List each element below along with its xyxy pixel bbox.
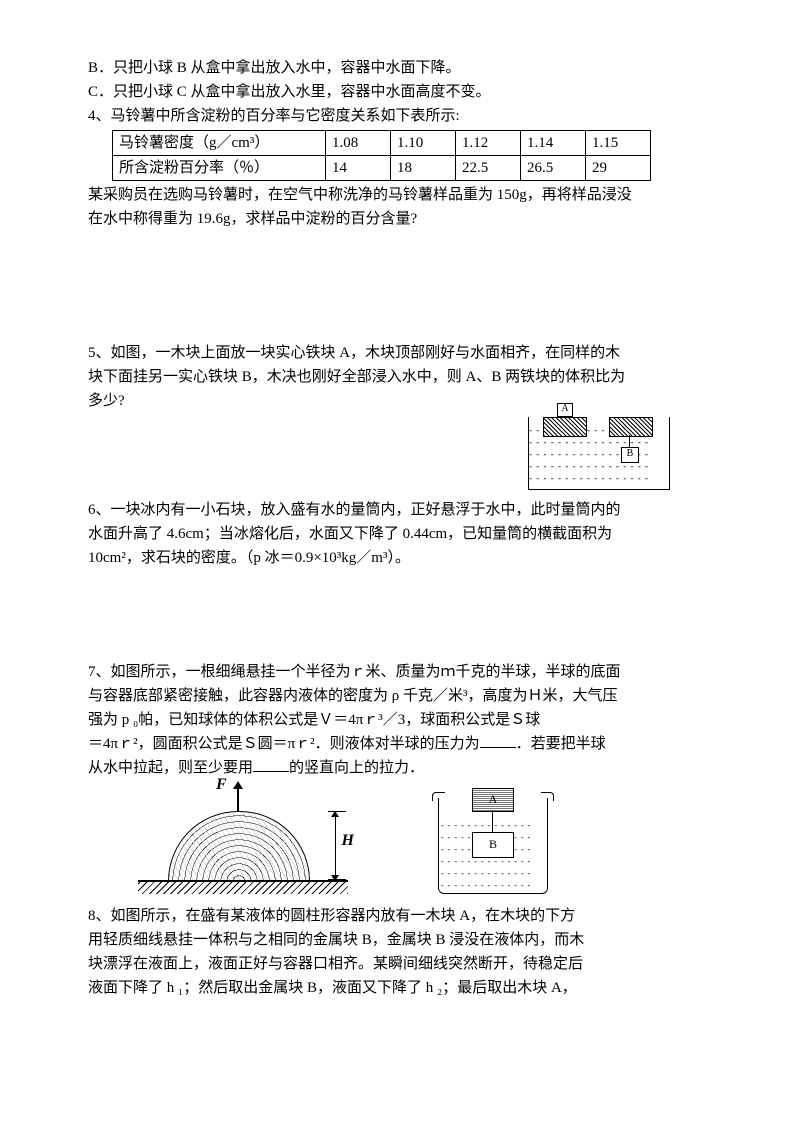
density-table: 马铃薯密度（g／cm³） 1.08 1.10 1.12 1.14 1.15 所含… <box>112 130 651 181</box>
ground-hatch-icon <box>138 882 348 894</box>
cell: 1.14 <box>521 131 586 156</box>
block-b-label: B <box>621 447 639 463</box>
cell: 26.5 <box>521 156 586 181</box>
cell: 1.10 <box>391 131 456 156</box>
q8-text: 块漂浮在液面上，液面正好与容器口相齐。某瞬间细线突然断开，待稳定后 <box>88 952 730 976</box>
wood-block <box>543 417 587 437</box>
q7-part: 从水中拉起，则至少要用 <box>88 760 253 776</box>
q8-text: 液面下降了 h ₁；然后取出金属块 B，液面又下降了 h ₂；最后取出木块 A， <box>88 976 730 1000</box>
table-row: 马铃薯密度（g／cm³） 1.08 1.10 1.12 1.14 1.15 <box>113 131 651 156</box>
cell: 18 <box>391 156 456 181</box>
figure-7-beaker: A - - - - - - - - - - - - - - - - - - - … <box>428 784 558 894</box>
cell: 14 <box>326 156 391 181</box>
figure-5-tank: - - - - - - - - - - - - - - - - - - - - … <box>528 417 670 490</box>
q5-text: 多少? <box>88 389 730 413</box>
cell: 22.5 <box>456 156 521 181</box>
cell: 29 <box>586 156 651 181</box>
q8-text: 8、如图所示，在盛有某液体的圆柱形容器内放有一木块 A，在木块的下方 <box>88 904 730 928</box>
table-row: 所含淀粉百分率（％） 14 18 22.5 26.5 29 <box>113 156 651 181</box>
cell: 1.15 <box>586 131 651 156</box>
q7-text: 从水中拉起，则至少要用 的竖直向上的拉力． <box>88 756 730 780</box>
height-marker <box>328 812 342 880</box>
cell: 1.12 <box>456 131 521 156</box>
q7-text: 与容器底部紧密接触，此容器内液体的密度为 ρ 千克／米³，高度为Ｈ米，大气压 <box>88 684 730 708</box>
option-b: B．只把小球 B 从盒中拿出放入水中，容器中水面下降。 <box>88 56 730 80</box>
water-wave: - - - - - - - - - - - - - - <box>441 820 545 833</box>
option-c: C．只把小球 C 从盒中拿出放入水里，容器中水面高度不变。 <box>88 80 730 104</box>
q7-part: 的竖直向上的拉力． <box>289 760 424 776</box>
row1-label: 马铃薯密度（g／cm³） <box>113 131 326 156</box>
wood-block <box>609 417 653 437</box>
water-wave: - - - - - - - - - - - - - - <box>441 880 545 893</box>
string-icon <box>492 810 493 832</box>
force-label: F <box>216 772 227 798</box>
q4-body: 在水中称得重为 19.6g，求样品中淀粉的百分含量? <box>88 207 730 231</box>
cell: 1.08 <box>326 131 391 156</box>
q6-text: 6、一块冰内有一小石块，放入盛有水的量筒内，正好悬浮于水中，此时量筒内的 <box>88 498 730 522</box>
q6-text: 水面升高了 4.6cm；当冰熔化后，水面又下降了 0.44cm，已知量筒的横截面… <box>88 522 730 546</box>
q4-intro: 4、马铃薯中所含淀粉的百分率与它密度关系如下表所示: <box>88 104 730 128</box>
q7-text: 强为 p ₀帕，已知球体的体积公式是Ｖ＝4πｒ³／3，球面积公式是Ｓ球 <box>88 708 730 732</box>
water-wave: - - - - - - - - - - - - - - - - - <box>529 471 669 485</box>
q7-part: ．若要把半球 <box>516 736 606 752</box>
block-a-label: A <box>557 403 573 417</box>
blank-fill <box>253 757 289 772</box>
hemisphere-icon <box>168 811 310 882</box>
q7-part: ＝4πｒ²，圆面积公式是Ｓ圆＝πｒ²．则液体对半球的压力为 <box>88 736 480 752</box>
block-b-label: B <box>472 832 514 858</box>
water-wave: - - - - - - - - - - - - - - <box>441 868 545 881</box>
q7-text: ＝4πｒ²，圆面积公式是Ｓ圆＝πｒ²．则液体对半球的压力为 ．若要把半球 <box>88 732 730 756</box>
q5-text: 5、如图，一木块上面放一块实心铁块 A，木块顶部刚好与水面相齐，在同样的木 <box>88 341 730 365</box>
q7-text: 7、如图所示，一根细绳悬挂一个半径为ｒ米、质量为ｍ千克的半球，半球的底面 <box>88 660 730 684</box>
row2-label: 所含淀粉百分率（％） <box>113 156 326 181</box>
height-label: H <box>342 828 354 854</box>
q6-text: 10cm²，求石块的密度。（p 冰＝0.9×10³kg／m³）。 <box>88 546 730 570</box>
rod-icon <box>237 786 239 812</box>
figure-7-hemisphere: F H <box>138 784 348 894</box>
string-icon <box>629 435 630 447</box>
blank-fill <box>480 733 516 748</box>
q4-body: 某采购员在选购马铃薯时，在空气中称洗净的马铃薯样品重为 150g，再将样品浸没 <box>88 183 730 207</box>
q5-text: 块下面挂另一实心铁块 B，木决也刚好全部浸入水中，则 A、B 两铁块的体积比为 <box>88 365 730 389</box>
q8-text: 用轻质细线悬挂一体积与之相同的金属块 B，金属块 B 浸没在液体内，而木 <box>88 928 730 952</box>
